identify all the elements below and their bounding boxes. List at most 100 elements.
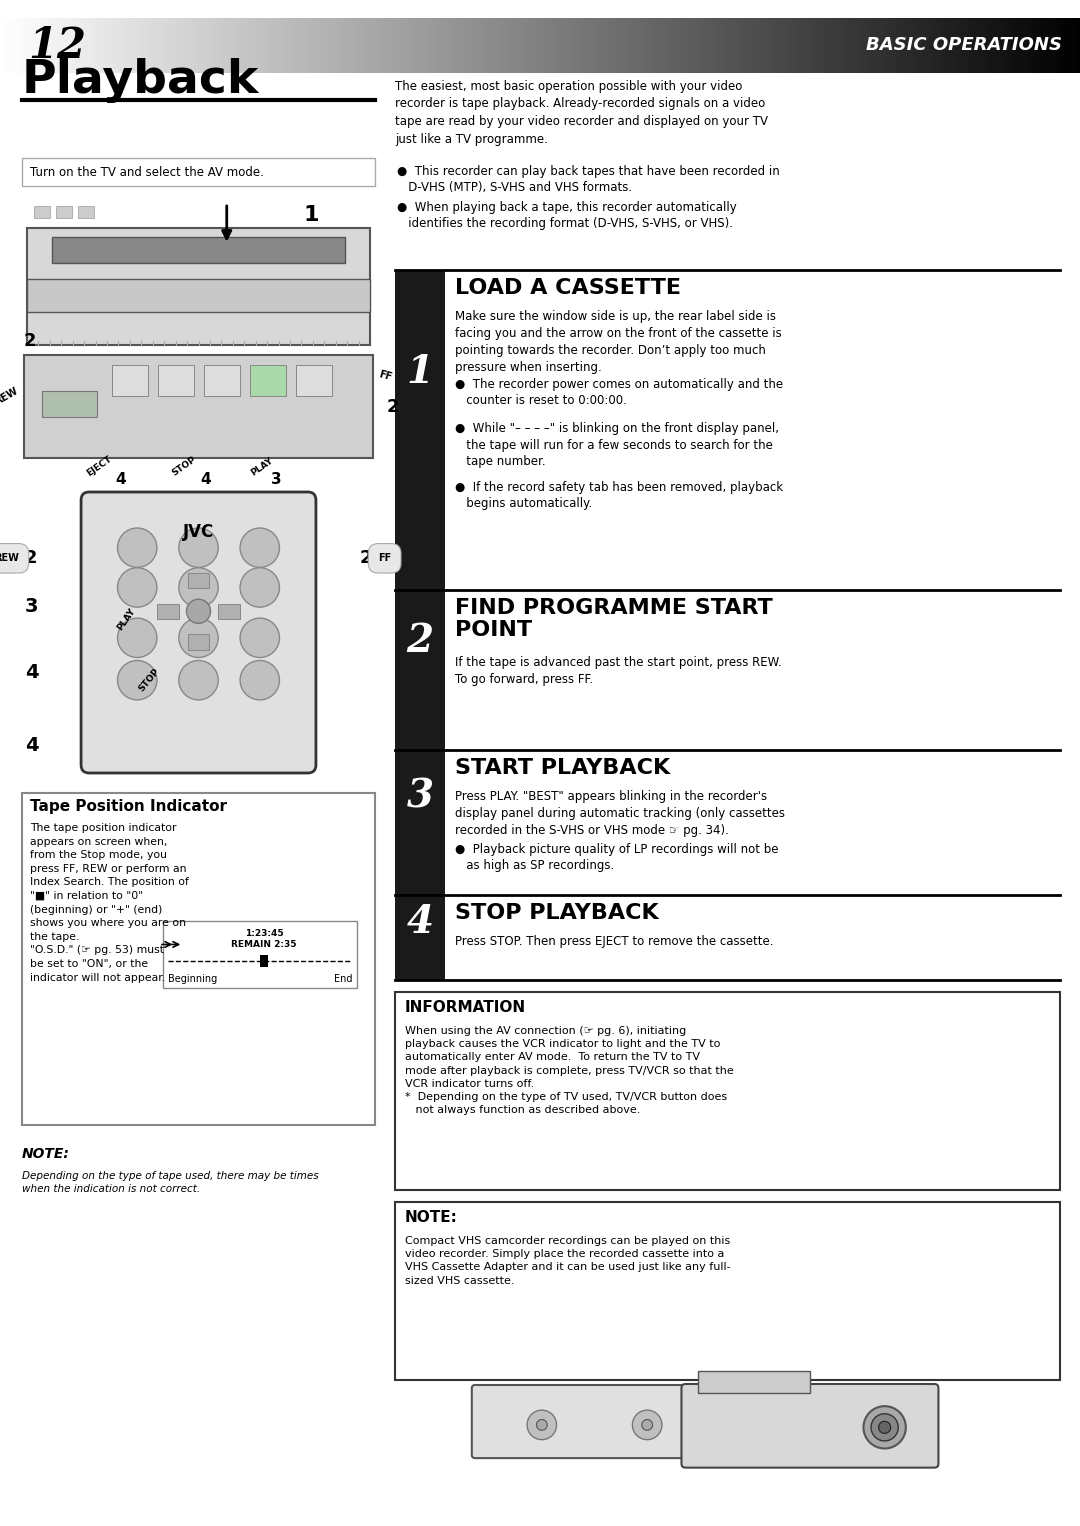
Bar <box>856 18 862 73</box>
Bar <box>202 18 206 73</box>
Bar <box>591 18 595 73</box>
Circle shape <box>240 661 280 700</box>
Bar <box>788 18 793 73</box>
Bar <box>785 18 789 73</box>
Bar <box>1012 18 1016 73</box>
Bar <box>813 18 819 73</box>
Bar <box>170 18 174 73</box>
Bar <box>799 18 804 73</box>
Bar <box>224 18 228 73</box>
Bar <box>194 18 199 73</box>
Bar <box>472 18 476 73</box>
Bar <box>140 18 145 73</box>
Bar <box>403 18 408 73</box>
Text: 4: 4 <box>200 472 211 487</box>
Bar <box>395 1202 1059 1380</box>
Bar <box>990 18 995 73</box>
Bar <box>792 18 797 73</box>
Bar <box>673 18 678 73</box>
Bar <box>824 18 829 73</box>
Text: NOTE:: NOTE: <box>22 1148 70 1161</box>
Bar <box>983 18 987 73</box>
Bar <box>180 18 185 73</box>
Text: JVC: JVC <box>183 523 214 540</box>
Text: 2: 2 <box>387 397 400 415</box>
Text: 4: 4 <box>406 903 433 942</box>
Bar <box>1018 18 1024 73</box>
Bar <box>1044 18 1049 73</box>
Text: 3: 3 <box>406 777 433 815</box>
Bar <box>22 794 375 1125</box>
Text: 2: 2 <box>24 333 37 349</box>
Bar <box>759 18 765 73</box>
Bar <box>576 18 581 73</box>
Bar <box>29 18 33 73</box>
Text: End: End <box>334 974 352 984</box>
Bar <box>508 18 512 73</box>
Bar <box>713 18 717 73</box>
Bar <box>316 18 322 73</box>
Bar <box>551 18 555 73</box>
Bar <box>46 18 52 73</box>
Bar <box>410 18 415 73</box>
Bar <box>889 18 894 73</box>
Bar <box>208 18 214 73</box>
Bar <box>332 18 336 73</box>
Bar <box>691 18 696 73</box>
Bar <box>770 18 775 73</box>
Text: 3: 3 <box>25 597 39 615</box>
Bar <box>640 18 646 73</box>
Bar <box>699 18 703 73</box>
FancyBboxPatch shape <box>472 1386 717 1459</box>
Bar <box>626 18 631 73</box>
Bar <box>173 18 177 73</box>
Bar <box>288 18 293 73</box>
Bar <box>198 18 203 73</box>
Text: REW: REW <box>0 554 19 563</box>
Bar <box>386 18 390 73</box>
Text: When using the AV connection (☞ pg. 6), initiating
playback causes the VCR indic: When using the AV connection (☞ pg. 6), … <box>405 1025 733 1116</box>
Bar <box>602 18 606 73</box>
Bar <box>292 18 296 73</box>
Bar <box>839 18 843 73</box>
Bar <box>78 206 94 218</box>
Bar <box>68 18 73 73</box>
Bar <box>454 18 458 73</box>
Bar <box>162 18 166 73</box>
Text: 4: 4 <box>25 662 39 682</box>
Bar <box>349 18 354 73</box>
Bar <box>188 572 210 589</box>
Circle shape <box>118 528 157 568</box>
Bar <box>299 18 303 73</box>
Text: Tape Position Indicator: Tape Position Indicator <box>30 800 227 813</box>
Bar <box>1040 18 1045 73</box>
Text: 2: 2 <box>25 549 38 568</box>
Bar <box>100 18 106 73</box>
Bar <box>353 18 357 73</box>
Bar <box>284 18 289 73</box>
Bar <box>529 18 534 73</box>
Bar <box>151 18 156 73</box>
Bar <box>8 18 12 73</box>
Bar <box>18 18 23 73</box>
Text: PLAY: PLAY <box>116 606 137 632</box>
Bar <box>54 18 58 73</box>
Bar <box>586 18 592 73</box>
Bar <box>893 18 897 73</box>
Bar <box>259 18 264 73</box>
Bar <box>378 18 382 73</box>
Text: 4: 4 <box>116 472 126 487</box>
Bar <box>40 18 44 73</box>
Bar <box>27 227 370 345</box>
Bar <box>51 18 55 73</box>
Bar <box>969 18 973 73</box>
Text: REW: REW <box>0 386 21 407</box>
Bar <box>821 18 825 73</box>
Bar <box>22 18 26 73</box>
Bar <box>381 18 387 73</box>
Bar <box>580 18 584 73</box>
Bar <box>90 18 95 73</box>
Text: Beginning: Beginning <box>168 974 217 984</box>
Bar <box>716 18 721 73</box>
Circle shape <box>864 1405 906 1448</box>
